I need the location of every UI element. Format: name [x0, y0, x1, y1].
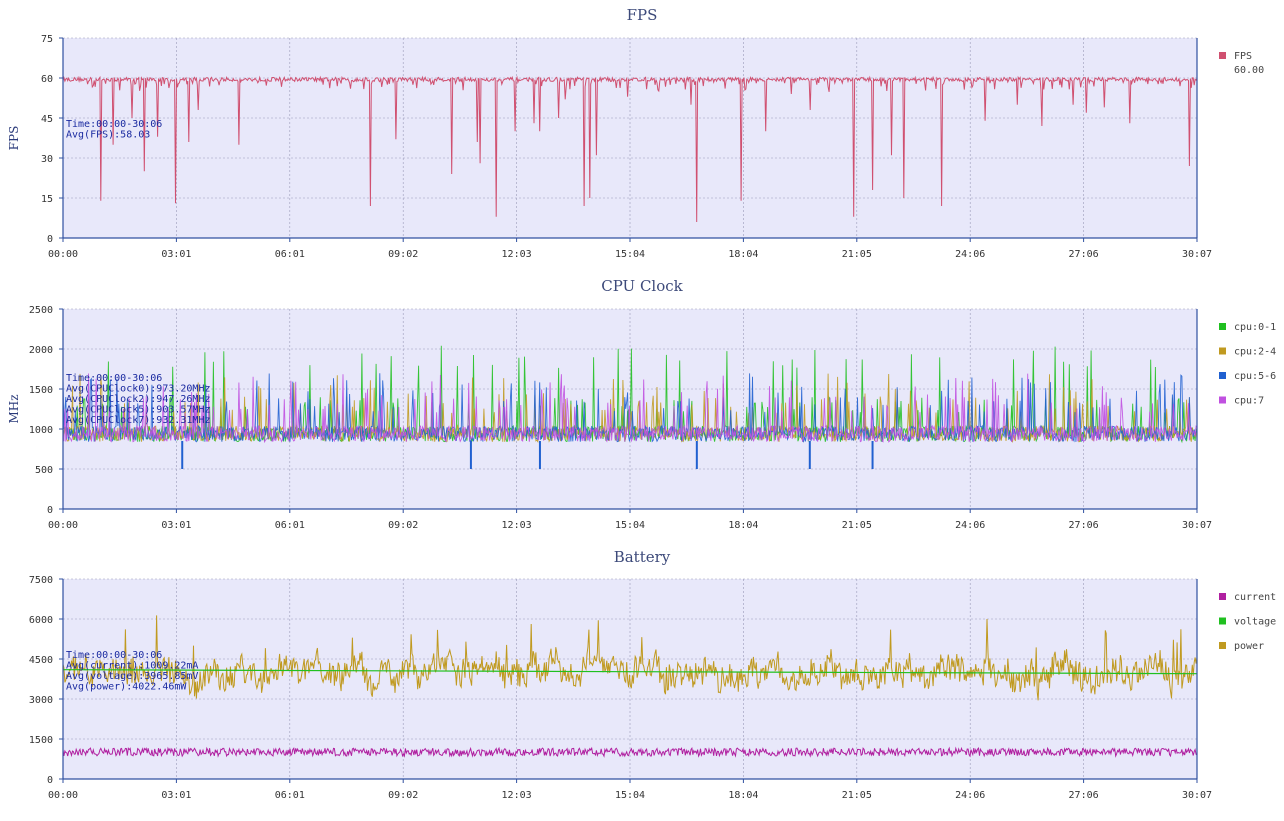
legend-swatch — [1219, 593, 1226, 600]
legend-swatch — [1219, 372, 1226, 379]
legend-label: cpu:2-4 — [1234, 347, 1276, 358]
series-line-cpu-7 — [62, 373, 1198, 444]
y-tick-label: 2000 — [29, 345, 53, 356]
y-tick-label: 4500 — [29, 655, 53, 666]
stats-text: Time:00:00-30:06 — [66, 650, 162, 661]
stats-text: Avg(CPUClock5):903.57MHz — [66, 405, 211, 416]
x-tick-label: 03:01 — [161, 520, 191, 531]
legend-swatch — [1219, 52, 1226, 59]
stats-text: Avg(FPS):58.03 — [66, 130, 150, 141]
y-tick-label: 45 — [41, 114, 53, 125]
x-tick-label: 00:00 — [48, 790, 78, 801]
legend-swatch — [1219, 617, 1226, 625]
chart-panel-1: 00:00 03:01 06:01 09:02 12:03 15:04 18:04 21:05… — [7, 305, 1276, 531]
stats-text: Time:00:00-30:06 — [66, 373, 162, 384]
series-line-fps — [62, 75, 1198, 223]
stats-text: Avg(current):1009.22mA — [66, 661, 198, 672]
x-tick-label: 06:01 — [275, 520, 305, 531]
x-tick-label: 00:00 — [48, 520, 78, 531]
y-tick-label: 3000 — [29, 695, 53, 706]
legend-label: FPS — [1234, 51, 1252, 62]
x-tick-label: 18:04 — [728, 520, 758, 531]
y-tick-label: 0 — [47, 234, 53, 245]
x-tick-label: 21:05 — [842, 249, 872, 260]
legend-swatch — [1219, 323, 1226, 330]
x-tick-label: 03:01 — [161, 790, 191, 801]
chart-title-cpu: CPU Clock — [601, 277, 683, 295]
x-tick-label: 21:05 — [842, 790, 872, 801]
y-tick-label: 0 — [47, 505, 53, 516]
y-tick-label: 6000 — [29, 615, 53, 626]
x-tick-label: 27:06 — [1069, 520, 1099, 531]
y-axis-label: MHz — [7, 394, 21, 423]
x-tick-label: 09:02 — [388, 249, 418, 260]
stats-text: Avg(CPUClock7):932.31MHz — [66, 415, 211, 426]
stats-text: Avg(CPUClock0):973.20MHz — [66, 384, 211, 395]
legend-label: cpu:5-6 — [1234, 371, 1276, 382]
y-tick-label: 1500 — [29, 735, 53, 746]
legend-label: current — [1234, 592, 1276, 603]
legend-label: cpu:7 — [1234, 396, 1264, 407]
y-tick-label: 0 — [47, 775, 53, 786]
x-tick-label: 15:04 — [615, 790, 645, 801]
x-tick-label: 18:04 — [728, 249, 758, 260]
legend-swatch — [1219, 642, 1226, 649]
x-tick-label: 30:07 — [1182, 249, 1212, 260]
x-tick-label: 27:06 — [1069, 249, 1099, 260]
x-tick-label: 09:02 — [388, 790, 418, 801]
x-tick-label: 27:06 — [1069, 790, 1099, 801]
chart-title-battery: Battery — [613, 548, 671, 566]
y-tick-label: 500 — [35, 465, 53, 476]
x-tick-label: 15:04 — [615, 520, 645, 531]
y-tick-label: 7500 — [29, 575, 53, 586]
x-tick-label: 24:06 — [955, 790, 985, 801]
series-line-current — [62, 746, 1198, 758]
x-tick-label: 24:06 — [955, 249, 985, 260]
chart-title-fps: FPS — [626, 6, 658, 24]
legend-label: power — [1234, 641, 1264, 652]
legend-swatch — [1219, 396, 1226, 404]
y-tick-label: 60 — [41, 74, 53, 85]
x-tick-label: 15:04 — [615, 249, 645, 260]
series-line-power — [62, 615, 1198, 701]
stats-text: Avg(power):4022.46mW — [66, 682, 187, 693]
legend-label: voltage — [1234, 617, 1276, 628]
y-axis-label: FPS — [7, 126, 21, 151]
y-tick-label: 15 — [41, 194, 53, 205]
legend-label: cpu:0-1 — [1234, 322, 1276, 333]
stats-text: Avg(CPUClock2):947.26MHz — [66, 394, 211, 405]
legend-value: 60.00 — [1234, 65, 1264, 76]
legend-swatch — [1219, 347, 1226, 355]
chart-panel-2: 00:00 03:01 06:01 09:02 12:03 15:04 18:04 21:05… — [29, 575, 1276, 801]
x-tick-label: 12:03 — [502, 249, 532, 260]
y-tick-label: 30 — [41, 154, 53, 165]
series-line-voltage — [62, 669, 1198, 675]
chart-panel-0: 00:00 03:01 06:01 09:02 12:03 15:04 18:04 21:05… — [7, 34, 1264, 260]
x-tick-label: 03:01 — [161, 249, 191, 260]
stats-text: Time:00:00-30:06 — [66, 119, 162, 130]
y-tick-label: 1000 — [29, 425, 53, 436]
x-tick-label: 18:04 — [728, 790, 758, 801]
x-tick-label: 06:01 — [275, 249, 305, 260]
x-tick-label: 30:07 — [1182, 790, 1212, 801]
x-tick-label: 09:02 — [388, 520, 418, 531]
x-tick-label: 12:03 — [502, 790, 532, 801]
x-tick-label: 12:03 — [502, 520, 532, 531]
stats-text: Avg(voltage):3965.85mV — [66, 671, 198, 682]
x-tick-label: 30:07 — [1182, 520, 1212, 531]
y-tick-label: 75 — [41, 34, 53, 45]
x-tick-label: 21:05 — [842, 520, 872, 531]
x-tick-label: 06:01 — [275, 790, 305, 801]
x-tick-label: 00:00 — [48, 249, 78, 260]
y-tick-label: 2500 — [29, 305, 53, 316]
y-tick-label: 1500 — [29, 385, 53, 396]
x-tick-label: 24:06 — [955, 520, 985, 531]
